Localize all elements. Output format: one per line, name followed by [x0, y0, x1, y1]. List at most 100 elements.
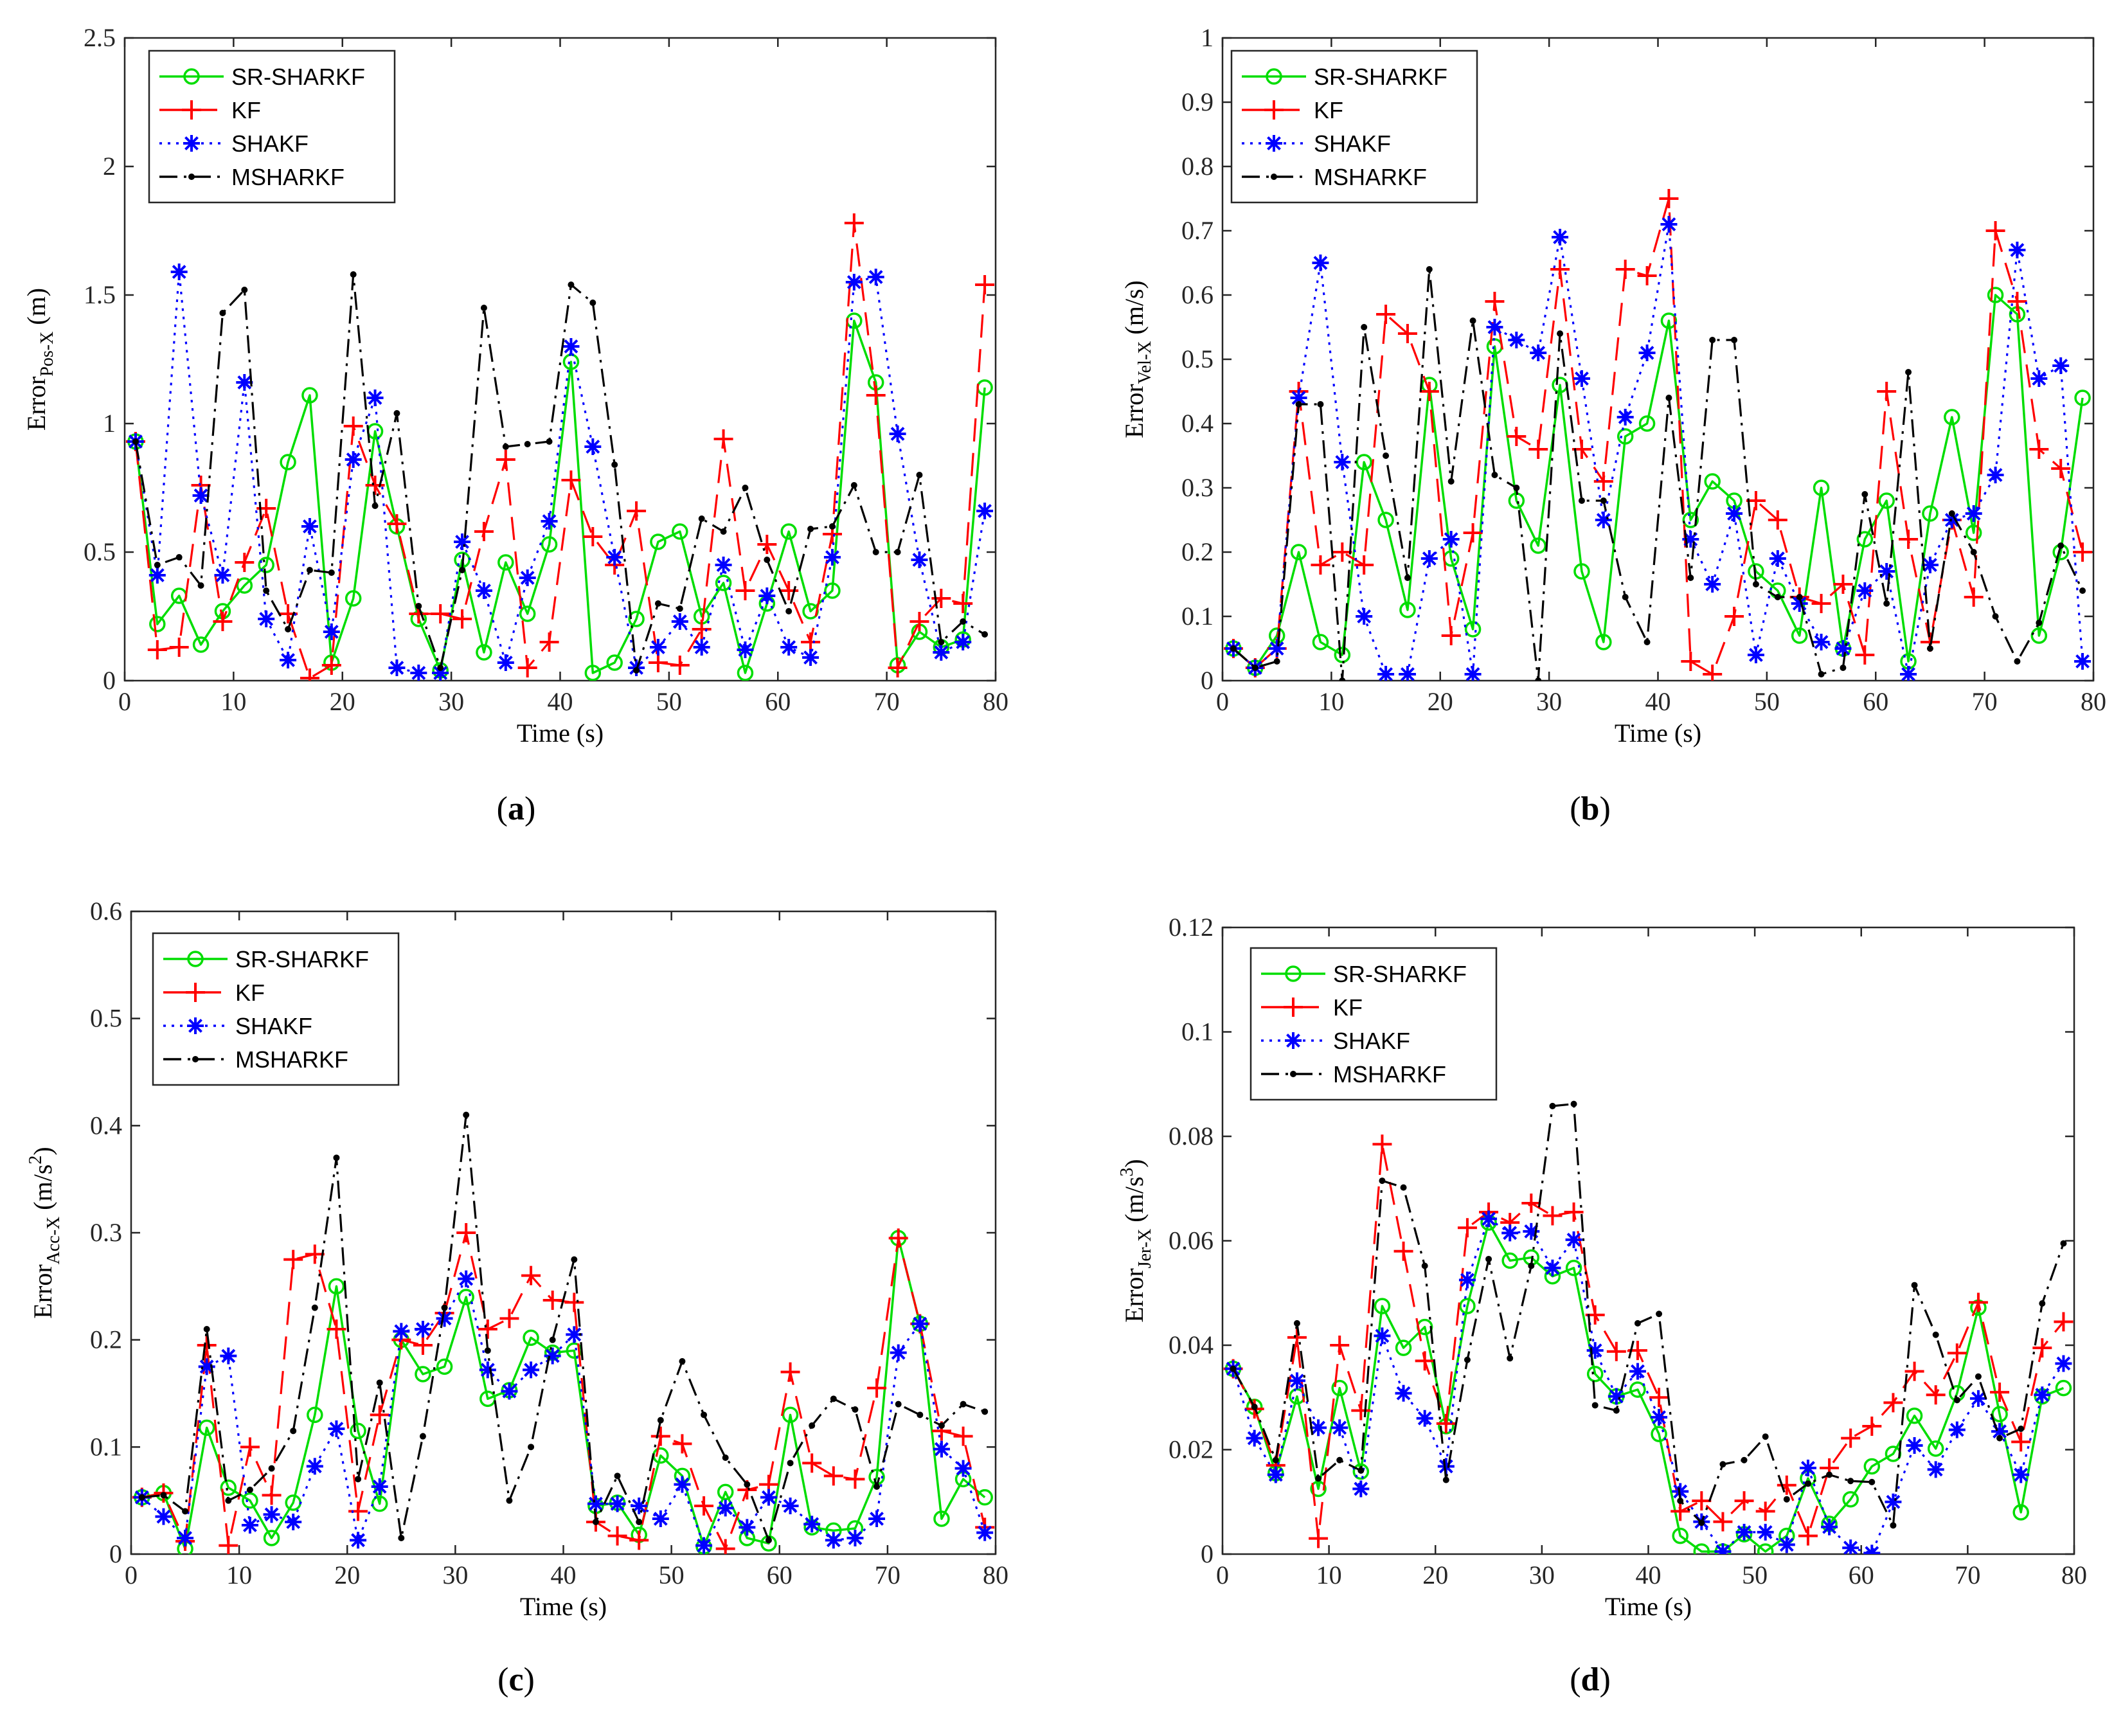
data-point [1457, 1218, 1477, 1238]
legend-label: KF [231, 97, 261, 123]
data-point [436, 1358, 453, 1375]
y-axis-label: ErrorPos-X (m) [22, 288, 57, 431]
data-point [2074, 653, 2092, 670]
data-point [459, 567, 466, 573]
data-point [917, 1411, 924, 1418]
data-point [1336, 1456, 1343, 1463]
y-tick-label: 0.1 [1181, 602, 1214, 631]
data-point [850, 482, 857, 488]
data-point [1660, 216, 1678, 233]
data-point [670, 656, 690, 675]
data-point [1246, 1429, 1263, 1447]
data-point [214, 567, 231, 584]
y-axis-label-unit: (m/s) [1120, 280, 1149, 334]
data-point [1927, 1440, 1944, 1457]
data-point [715, 575, 732, 591]
data-point [546, 438, 553, 445]
data-point [523, 1329, 539, 1347]
data-point [524, 441, 531, 447]
data-point [1395, 1384, 1412, 1402]
y-tick-label: 1 [103, 409, 116, 438]
data-point [2011, 1432, 2031, 1452]
data-point [801, 632, 821, 652]
data-point [1899, 530, 1919, 549]
data-point [609, 1495, 626, 1512]
data-point [241, 287, 248, 293]
data-point [203, 1326, 210, 1332]
data-point [519, 569, 536, 586]
data-point [1906, 1407, 1923, 1424]
data-point [370, 1405, 390, 1425]
data-point [300, 668, 319, 681]
data-point [1922, 505, 1939, 522]
data-point [1426, 266, 1433, 273]
data-point [1617, 409, 1634, 425]
x-axis-label: Time (s) [517, 719, 604, 747]
x-tick-label: 80 [2061, 1561, 2087, 1589]
x-tick-label: 10 [1316, 1561, 1342, 1589]
data-point [1704, 576, 1721, 593]
data-point [757, 535, 777, 554]
data-point [1311, 555, 1330, 575]
panel-d: 0 10 20 30 40 50 60 70 80 0 0.02 0.04 0.06 0.08 0.1 0.1… [1117, 913, 2087, 1698]
data-point [562, 338, 580, 355]
data-point [541, 536, 558, 553]
data-point [735, 581, 755, 600]
data-point [2052, 357, 2070, 374]
data-point [323, 623, 340, 640]
data-point [802, 649, 820, 666]
legend-label: SR-SHARKF [235, 946, 369, 972]
data-point [737, 641, 754, 658]
data-point [328, 569, 335, 576]
data-point [1290, 544, 1307, 560]
data-point [132, 438, 139, 445]
data-point [587, 1495, 604, 1512]
x-tick-label: 60 [1849, 1561, 1874, 1589]
data-point [1535, 677, 1542, 681]
data-point [1357, 1467, 1365, 1474]
y-axis-label-unit: (m) [22, 288, 51, 325]
data-point [911, 1315, 929, 1332]
y-tick-label: 0.04 [1169, 1330, 1214, 1359]
data-point [715, 557, 732, 573]
data-point [1383, 452, 1390, 459]
data-point [1268, 640, 1285, 657]
data-point [305, 1244, 325, 1264]
data-point [1421, 1262, 1428, 1269]
data-point [607, 1526, 627, 1546]
data-point [1856, 582, 1874, 599]
data-point [1665, 395, 1672, 401]
data-point [1595, 512, 1612, 528]
data-point [1480, 1210, 1498, 1228]
data-point [517, 658, 537, 677]
data-point [2032, 1338, 2052, 1358]
data-point [824, 582, 841, 599]
data-point [1948, 510, 1955, 517]
x-tick-label: 20 [334, 1561, 360, 1589]
data-point [263, 587, 270, 594]
data-point [1251, 1403, 1258, 1410]
data-point [2018, 1426, 2025, 1432]
data-point [1272, 1456, 1279, 1463]
data-point [1883, 600, 1890, 607]
data-point [1521, 1194, 1541, 1213]
data-point [1638, 415, 1656, 432]
data-point [198, 1358, 215, 1375]
data-point [497, 554, 514, 571]
data-point [148, 567, 166, 584]
data-point [301, 518, 318, 535]
data-point [568, 282, 575, 288]
data-point [976, 1524, 994, 1541]
data-point [225, 1497, 232, 1504]
data-point [846, 1530, 864, 1546]
data-point [764, 557, 771, 563]
data-point [852, 1406, 859, 1413]
data-point [1862, 1416, 1882, 1436]
data-point [976, 503, 994, 519]
data-point [2074, 389, 2091, 406]
data-point [1991, 1406, 2008, 1422]
data-point [376, 1379, 383, 1386]
legend-label: KF [1333, 994, 1363, 1021]
data-point [1267, 1466, 1284, 1483]
data-point [654, 600, 661, 607]
